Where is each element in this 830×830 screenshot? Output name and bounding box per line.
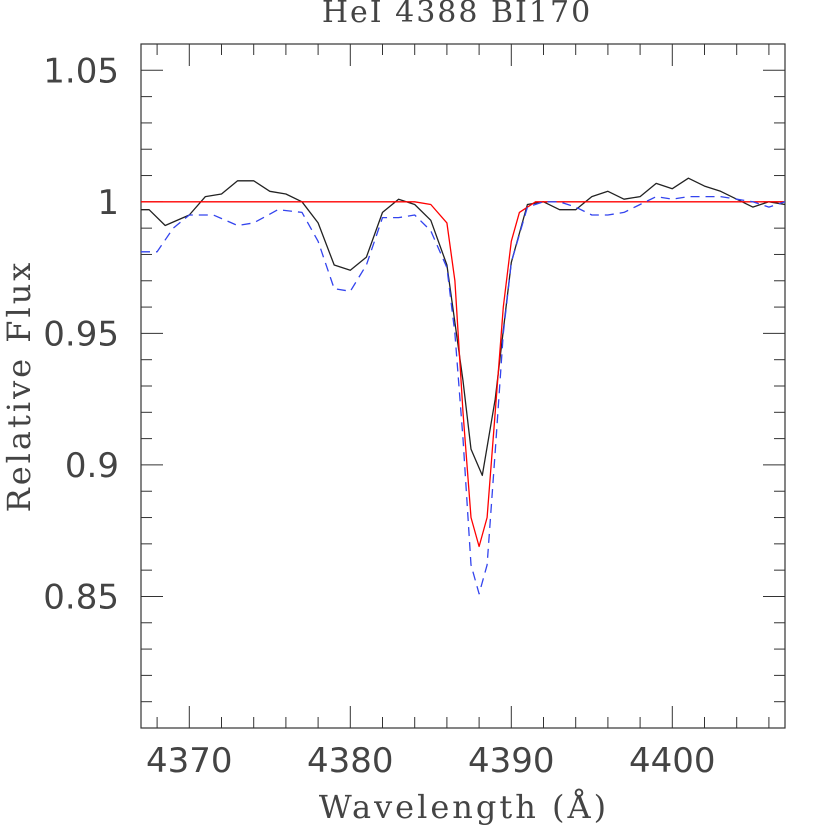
y-tick-label: 1.05 [43,51,119,91]
series-line-3 [141,195,785,595]
y-tick-label: 0.85 [43,577,119,617]
x-tick-label: 4370 [146,741,233,781]
y-tick-label: 1 [97,183,119,223]
x-tick-label: 4390 [468,741,555,781]
y-tick-label: 0.9 [65,446,119,486]
y-axis-label: Relative Flux [0,260,38,513]
x-tick-label: 4400 [629,741,716,781]
y-tick-label: 0.95 [43,314,119,354]
series-line-1 [141,177,785,477]
chart-title: HeI 4388 BI170 [322,0,592,30]
x-tick-label: 4380 [307,741,394,781]
x-axis-label: Wavelength (Å) [319,788,609,826]
series-line-2 [141,201,785,548]
plot-area: 4370 4380 4390 4400 0.85 0.9 0.95 1 1.05 [43,43,786,781]
